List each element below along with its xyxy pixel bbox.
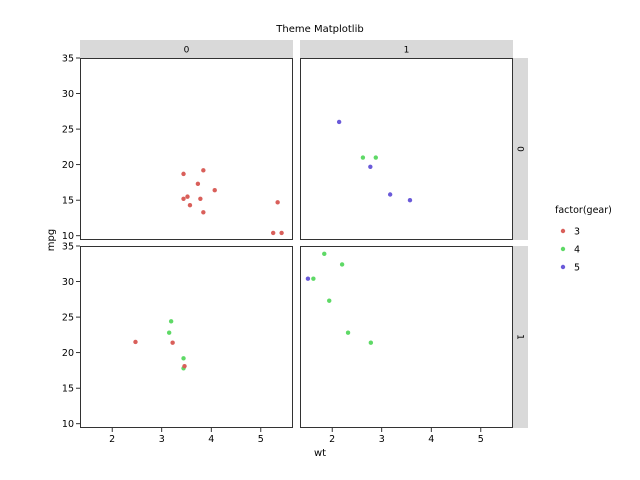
data-point-gear-3	[170, 340, 175, 345]
data-point-gear-4	[345, 330, 351, 335]
data-point-gear-3	[212, 188, 217, 193]
facet-strip-row-label: 0	[515, 146, 525, 152]
legend-marker-5	[560, 264, 566, 270]
data-point-gear-4	[368, 340, 374, 345]
legend: factor(gear) 3 4 5	[555, 205, 612, 274]
x-tick-label: 3	[159, 434, 165, 445]
y-axis-label: mpg	[46, 229, 57, 251]
facet-strip-col-0	[80, 40, 293, 58]
data-point-gear-4	[181, 356, 186, 361]
data-point-gear-3	[133, 339, 138, 345]
facet-strip-row-label: 1	[515, 334, 525, 340]
panel-frame	[80, 58, 293, 240]
data-point-gear-3	[279, 230, 284, 236]
y-tick-label: 15	[62, 384, 74, 395]
facet-strip-col-1	[300, 40, 513, 58]
y-tick-label: 20	[62, 160, 74, 171]
data-point-gear-3	[195, 181, 201, 187]
legend-marker-4	[560, 246, 566, 252]
y-tick-label: 25	[62, 125, 74, 136]
y-tick-label: 30	[62, 277, 74, 288]
data-point-gear-4	[327, 298, 332, 303]
data-point-gear-5	[305, 276, 311, 281]
y-tick-label: 10	[62, 231, 74, 242]
data-point-gear-5	[407, 197, 413, 203]
x-axis-label: wt	[314, 448, 326, 459]
panel-frame	[300, 58, 513, 240]
data-point-gear-5	[336, 119, 342, 125]
facet-strip-row-1	[513, 246, 528, 428]
x-tick-label: 4	[428, 434, 434, 445]
y-tick-label: 30	[62, 89, 74, 100]
data-point-gear-3	[198, 196, 203, 201]
legend-title: factor(gear)	[555, 205, 612, 216]
x-tick-label: 5	[478, 434, 484, 445]
legend-marker-3	[560, 228, 566, 234]
data-point-gear-4	[360, 155, 366, 160]
data-point-gear-3	[275, 200, 280, 205]
panel-frame	[80, 246, 293, 428]
x-tick-label: 2	[109, 434, 115, 445]
x-tick-label: 4	[208, 434, 214, 445]
y-tick-label: 20	[62, 348, 74, 359]
panel-row1-col0: 10 15 20 25 30 35 2 3 4 5	[62, 242, 293, 445]
data-point-gear-3	[270, 230, 276, 236]
data-point-gear-3	[182, 363, 187, 369]
x-tick-label: 5	[258, 434, 264, 445]
y-tick-label: 15	[62, 196, 74, 207]
panel-row0-col1	[300, 58, 513, 240]
data-point-gear-4	[311, 276, 316, 281]
panel-row0-col0: 10 15 20 25 30 35	[62, 54, 293, 242]
data-point-gear-3	[181, 196, 186, 201]
x-tick-label: 2	[329, 434, 335, 445]
facet-strip-row-0	[513, 58, 528, 240]
legend-label: 3	[574, 227, 580, 238]
facet-strip-col-label: 1	[404, 46, 410, 56]
y-tick-label: 35	[62, 54, 74, 65]
data-point-gear-5	[368, 164, 373, 169]
data-point-gear-4	[166, 330, 172, 335]
data-point-gear-4	[168, 319, 174, 324]
facet-strip-col-label: 0	[184, 46, 190, 56]
panel-frame	[300, 246, 513, 428]
legend-label: 5	[574, 263, 580, 274]
data-point-gear-3	[185, 194, 190, 199]
data-point-gear-3	[187, 202, 193, 208]
data-point-gear-3	[201, 210, 206, 215]
data-point-gear-4	[373, 155, 378, 160]
data-point-gear-3	[181, 171, 186, 177]
y-tick-label: 35	[62, 242, 74, 253]
x-tick-label: 3	[379, 434, 385, 445]
data-point-gear-5	[387, 192, 393, 197]
data-point-gear-3	[201, 168, 206, 173]
legend-label: 4	[574, 245, 580, 256]
y-tick-label: 25	[62, 313, 74, 324]
data-point-gear-4	[339, 262, 345, 267]
panel-row1-col1: 2 3 4 5	[300, 246, 513, 445]
y-tick-label: 10	[62, 419, 74, 430]
chart-title: Theme Matplotlib	[275, 24, 363, 35]
data-point-gear-4	[322, 251, 327, 257]
